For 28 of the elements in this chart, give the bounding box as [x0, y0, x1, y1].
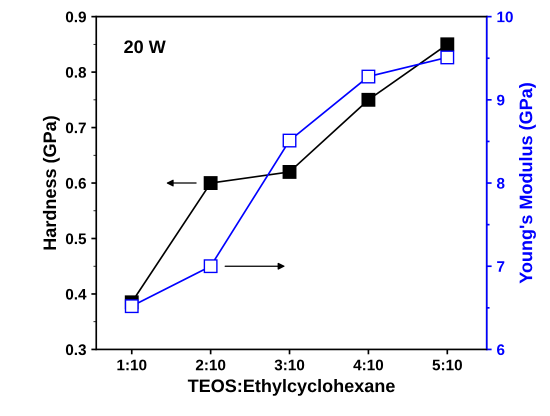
point [204, 176, 218, 190]
point [361, 92, 376, 107]
y2-tick-label: 9 [497, 94, 504, 106]
x-tick-label: 2:10 [196, 360, 226, 370]
y-tick-label: 0.7 [66, 122, 86, 134]
y-tick-label: 0.4 [66, 288, 86, 300]
y2-axis-title: Young's Modulus (GPa) [519, 83, 536, 284]
y-tick-label: 0.9 [66, 12, 86, 22]
y-tick-label: 0.8 [66, 66, 86, 78]
point [440, 37, 454, 52]
y2-tick-label: 7 [497, 261, 504, 272]
y-axis-title: Hardness (GPa) [42, 116, 60, 250]
y-tick-label: 0.3 [66, 344, 86, 356]
point [282, 165, 296, 179]
x-tick-label: 5:10 [432, 360, 462, 370]
annotation: 20 W [124, 40, 166, 54]
y-tick-label: 0.6 [66, 178, 86, 189]
point [124, 299, 139, 314]
point [361, 70, 376, 84]
x-tick-label: 4:10 [353, 360, 384, 370]
y2-tick-label: 8 [496, 178, 504, 189]
x-tick-label: 1:10 [117, 360, 146, 370]
x-tick-label: 3:10 [274, 360, 304, 370]
x-axis-title: TEOS:Ethylcyclohexane [188, 378, 395, 396]
y2-tick-label: 10 [497, 12, 513, 22]
y2-tick-label: 6 [497, 344, 504, 356]
y-tick-label: 0.5 [66, 233, 86, 244]
point [204, 259, 218, 274]
